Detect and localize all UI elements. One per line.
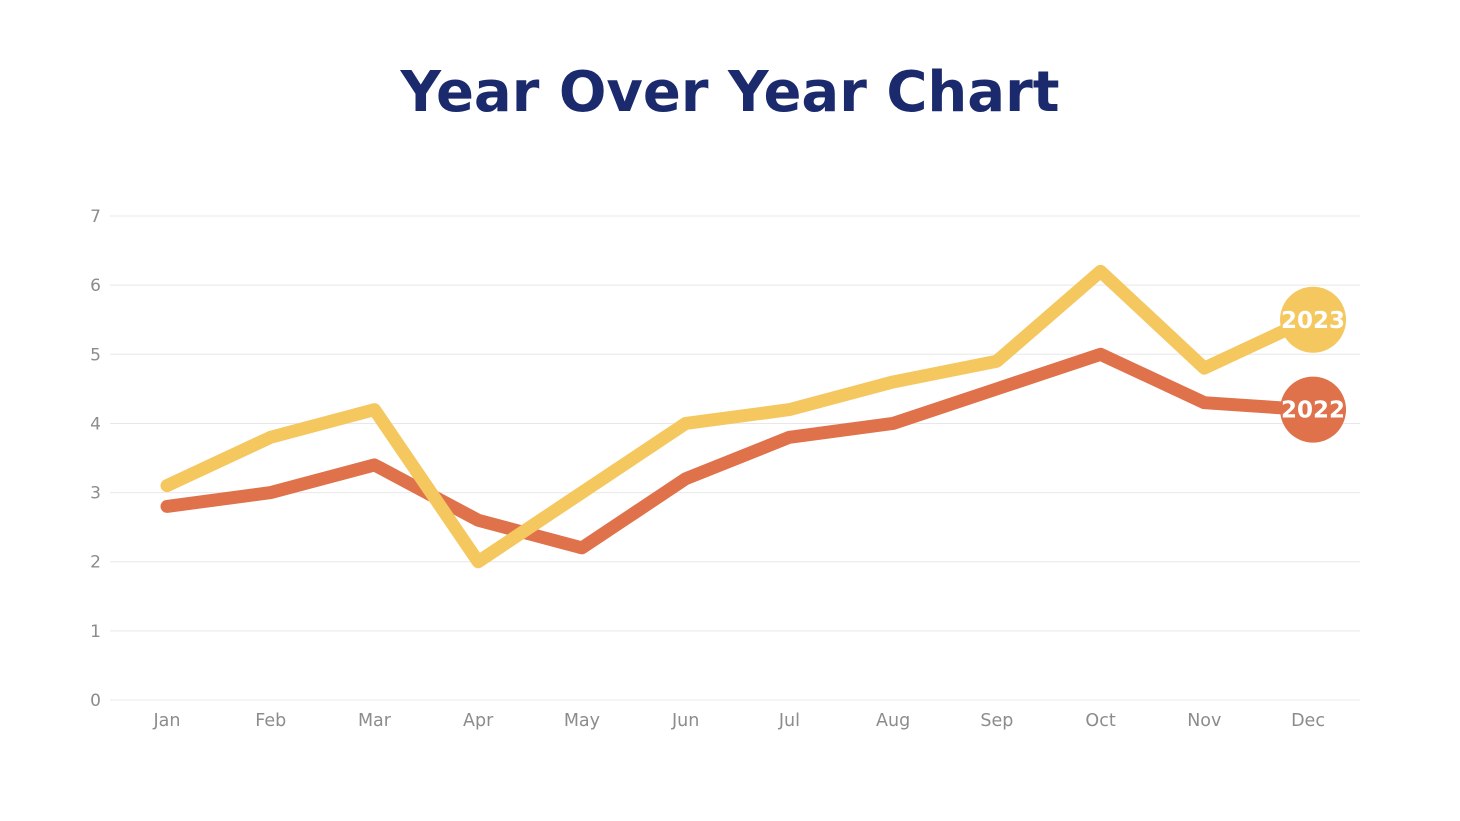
page-title: Year Over Year Chart	[400, 60, 1060, 125]
y-tick-label: 5	[90, 345, 101, 365]
series-badge-label-2023: 2023	[1281, 308, 1345, 334]
x-tick-label: Aug	[876, 711, 910, 731]
x-tick-label: May	[564, 711, 600, 731]
x-tick-label: Oct	[1085, 711, 1115, 731]
series-badge-label-2022: 2022	[1281, 398, 1345, 424]
x-tick-label: Sep	[980, 711, 1013, 731]
y-tick-label: 0	[90, 691, 101, 711]
x-tick-label: Jul	[778, 711, 800, 731]
x-tick-label: Dec	[1291, 711, 1325, 731]
x-tick-label: Feb	[255, 711, 286, 731]
x-tick-label: Apr	[463, 711, 494, 731]
y-tick-label: 1	[90, 622, 101, 642]
series-badge-2022	[1280, 376, 1347, 443]
series-line-2023	[160, 264, 1315, 569]
y-tick-label: 4	[90, 414, 101, 434]
y-tick-label: 7	[90, 207, 101, 227]
y-tick-label: 3	[90, 484, 101, 504]
series-badge-2023	[1280, 286, 1347, 353]
y-tick-label: 6	[90, 276, 101, 296]
x-tick-label: Nov	[1187, 711, 1221, 731]
y-tick-label: 2	[90, 553, 101, 573]
x-tick-label: Mar	[358, 711, 392, 731]
x-tick-label: Jun	[671, 711, 699, 731]
series-line-2022	[160, 347, 1315, 555]
x-tick-label: Jan	[153, 711, 181, 731]
